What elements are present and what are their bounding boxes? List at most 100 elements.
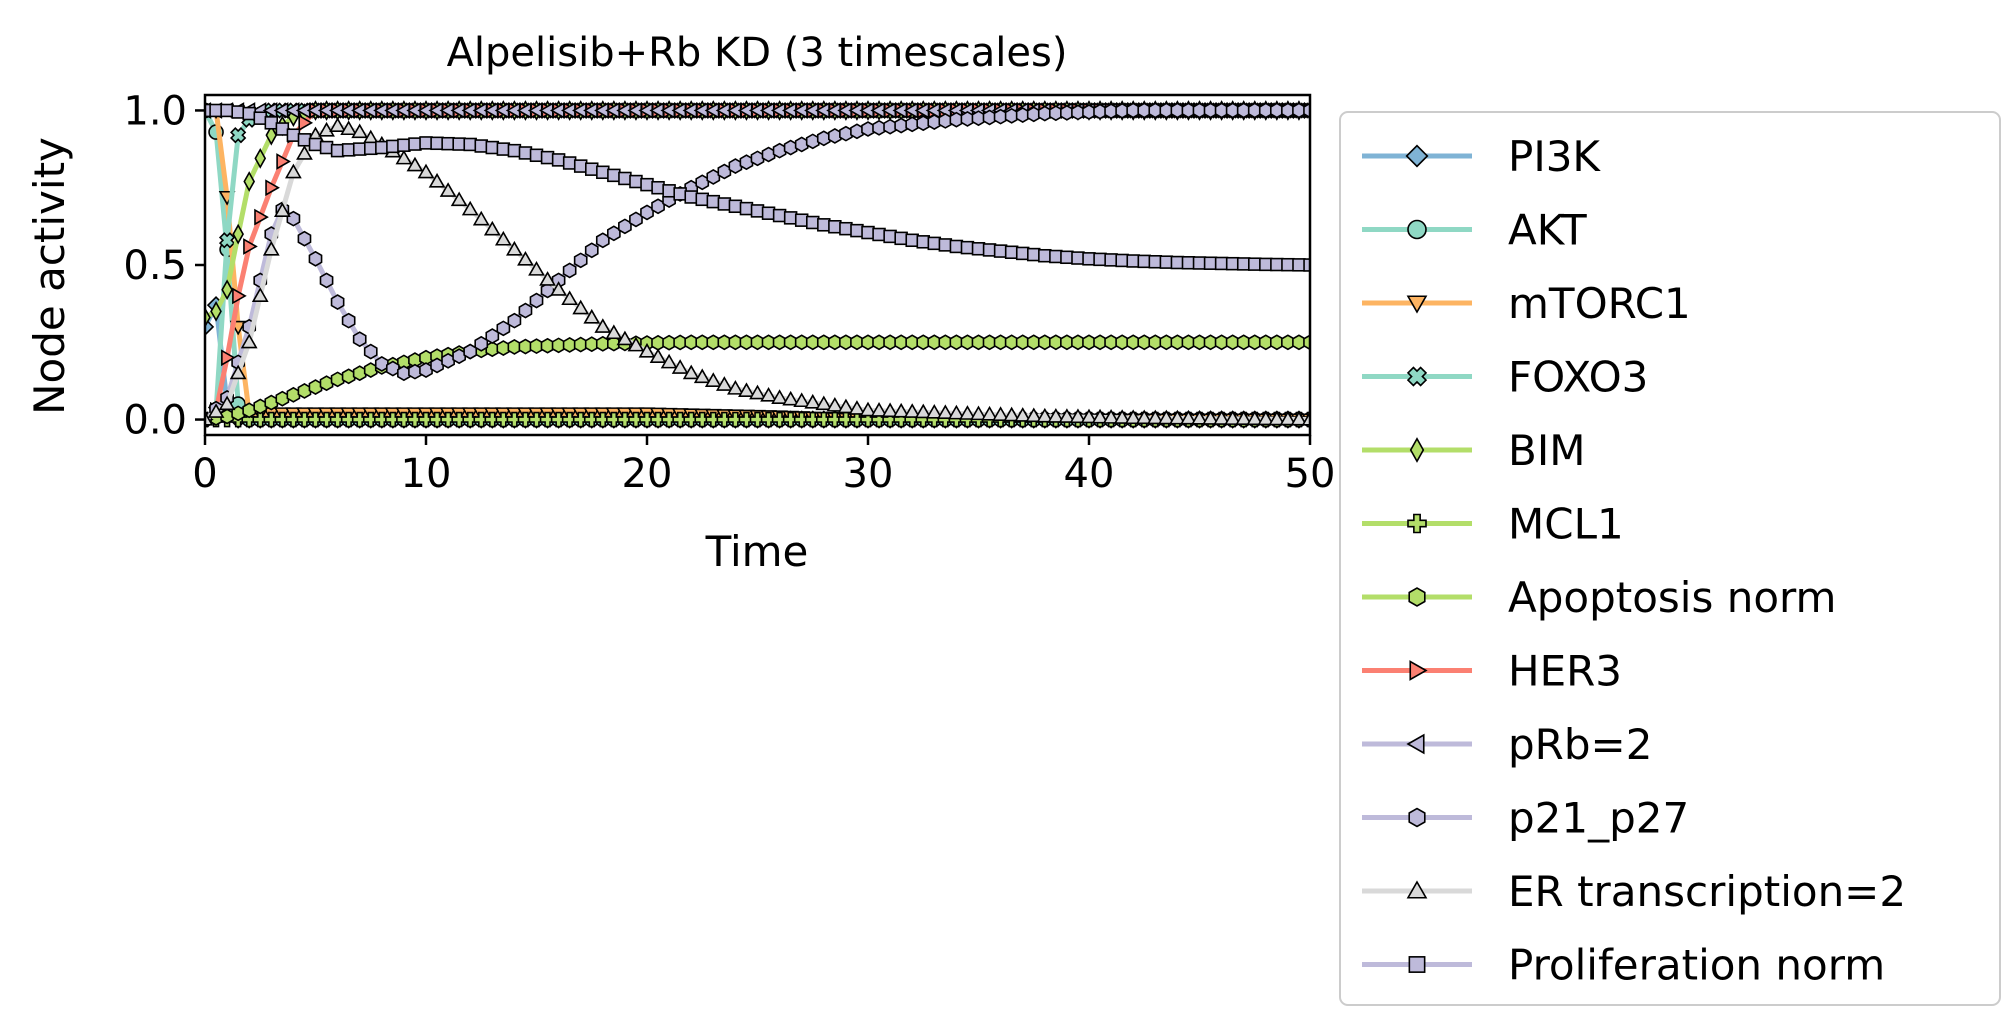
legend-label: p21_p27 [1508,794,1689,843]
series-point-proliferation-norm [993,244,1008,258]
series-point-proliferation-norm [386,139,400,154]
series-point-proliferation-norm [308,137,323,152]
series-point-proliferation-norm [850,223,864,238]
series-point-er-transcription-2 [461,200,479,216]
series-point-mcl1 [274,411,291,428]
series-point-er-transcription-2 [881,402,899,418]
series-point-er-transcription-2 [483,220,501,236]
series-point-p21-p27 [584,242,599,259]
series-point-mcl1 [816,411,832,428]
series-point-proliferation-norm [319,140,334,155]
y-tick-label: 1.0 [123,88,187,134]
series-point-er-transcription-2 [1169,409,1186,425]
series-point-proliferation-norm [1082,252,1096,266]
series-point-p21-p27 [319,272,334,289]
series-point-mcl1 [738,411,755,428]
series-point-proliferation-norm [562,156,577,170]
y-axis: 0.0 0.5 1.0 [123,88,205,444]
series-point-p21-p27 [374,355,389,372]
series-point-mcl1 [296,411,313,428]
series-point-mcl1 [639,411,655,428]
series-point-proliferation-norm [717,197,732,211]
series-point-mcl1 [407,411,423,428]
series-point-er-transcription-2 [351,123,369,139]
series-point-er-transcription-2 [450,191,468,207]
series-point-mcl1 [871,411,887,428]
series-point-mcl1 [252,411,269,428]
series-point-bim [232,223,244,245]
series-point-mcl1 [716,411,733,428]
series-point-proliferation-norm [1015,246,1030,261]
series-point-p21-p27 [297,230,312,247]
legend-label: FOXO3 [1508,353,1648,402]
series-point-mcl1 [727,411,744,428]
series-point-er-transcription-2 [1191,409,1208,425]
series-point-er-transcription-2 [892,402,910,418]
series-point-proliferation-norm [253,111,268,125]
series-point-proliferation-norm [1148,255,1163,269]
legend-marker [1407,513,1427,534]
series-point-proliferation-norm [330,143,345,158]
legend-item-apoptosis-norm: Apoptosis norm [1362,573,1836,622]
series-point-proliferation-norm [1192,256,1207,270]
series-point-er-transcription-2 [340,120,358,136]
series-point-er-transcription-2 [616,330,634,346]
y-tick-label: 0.5 [123,243,187,289]
series-point-er-transcription-2 [1091,408,1109,424]
series-point-proliferation-norm [684,190,698,204]
series-point-proliferation-norm [971,242,986,256]
series-point-proliferation-norm [872,227,886,242]
series-point-proliferation-norm [1060,250,1074,265]
x-tick-label: 30 [843,451,894,497]
series-point-mcl1 [451,411,467,428]
series-point-er-transcription-2 [992,406,1009,421]
legend-marker [1409,660,1428,681]
series-point-mcl1 [340,411,357,428]
series-point-er-transcription-2 [760,386,777,402]
series-point-er-transcription-2 [550,281,567,296]
series-point-proliferation-norm [982,243,997,257]
series-point-er-transcription-2 [1224,410,1242,425]
series-point-proliferation-norm [286,128,301,142]
series-point-er-transcription-2 [693,368,711,384]
series-point-proliferation-norm [938,238,953,252]
series-point-er-transcription-2 [1235,410,1253,426]
series-point-proliferation-norm [596,165,610,180]
legend-label: Apoptosis norm [1508,573,1836,622]
series-point-proliferation-norm [783,211,798,225]
series-point-proliferation-norm [960,240,975,255]
series-point-er-transcription-2 [561,290,579,306]
series-point-er-transcription-2 [1003,406,1021,422]
series-point-mcl1 [606,411,622,428]
series-point-proliferation-norm [242,106,256,121]
series-point-proliferation-norm [297,133,312,147]
series-point-mcl1 [672,411,688,428]
series-point-proliferation-norm [1203,256,1218,270]
series-point-er-transcription-2 [605,324,623,340]
series-point-er-transcription-2 [936,404,954,420]
series-point-er-transcription-2 [715,376,733,391]
series-point-er-transcription-2 [1025,407,1043,423]
legend-item-proliferation-norm: Proliferation norm [1362,941,1885,990]
series-point-er-transcription-2 [1213,410,1230,425]
series-point-her3 [298,114,314,132]
chart-title: Alpelisib+Rb KD (3 timescales) [447,30,1068,76]
series-point-proliferation-norm [1115,253,1129,268]
series-point-proliferation-norm [1281,257,1295,272]
legend-marker [1405,144,1429,168]
series-point-mcl1 [329,411,346,428]
series-point-mcl1 [495,411,512,428]
series-point-mcl1 [418,411,434,428]
series-point-p21-p27 [385,360,400,377]
series-point-proliferation-norm [1093,252,1107,267]
series-point-er-transcription-2 [1202,410,1219,425]
series-point-er-transcription-2 [406,156,424,172]
series-point-p21-p27 [573,252,588,269]
series-point-proliferation-norm [573,159,588,173]
series-point-er-transcription-2 [1047,408,1065,423]
series-point-proliferation-norm [828,220,842,234]
series-point-proliferation-norm [485,140,500,155]
series-point-proliferation-norm [452,137,466,151]
series-point-her3 [254,208,269,226]
series-point-proliferation-norm [231,105,245,119]
